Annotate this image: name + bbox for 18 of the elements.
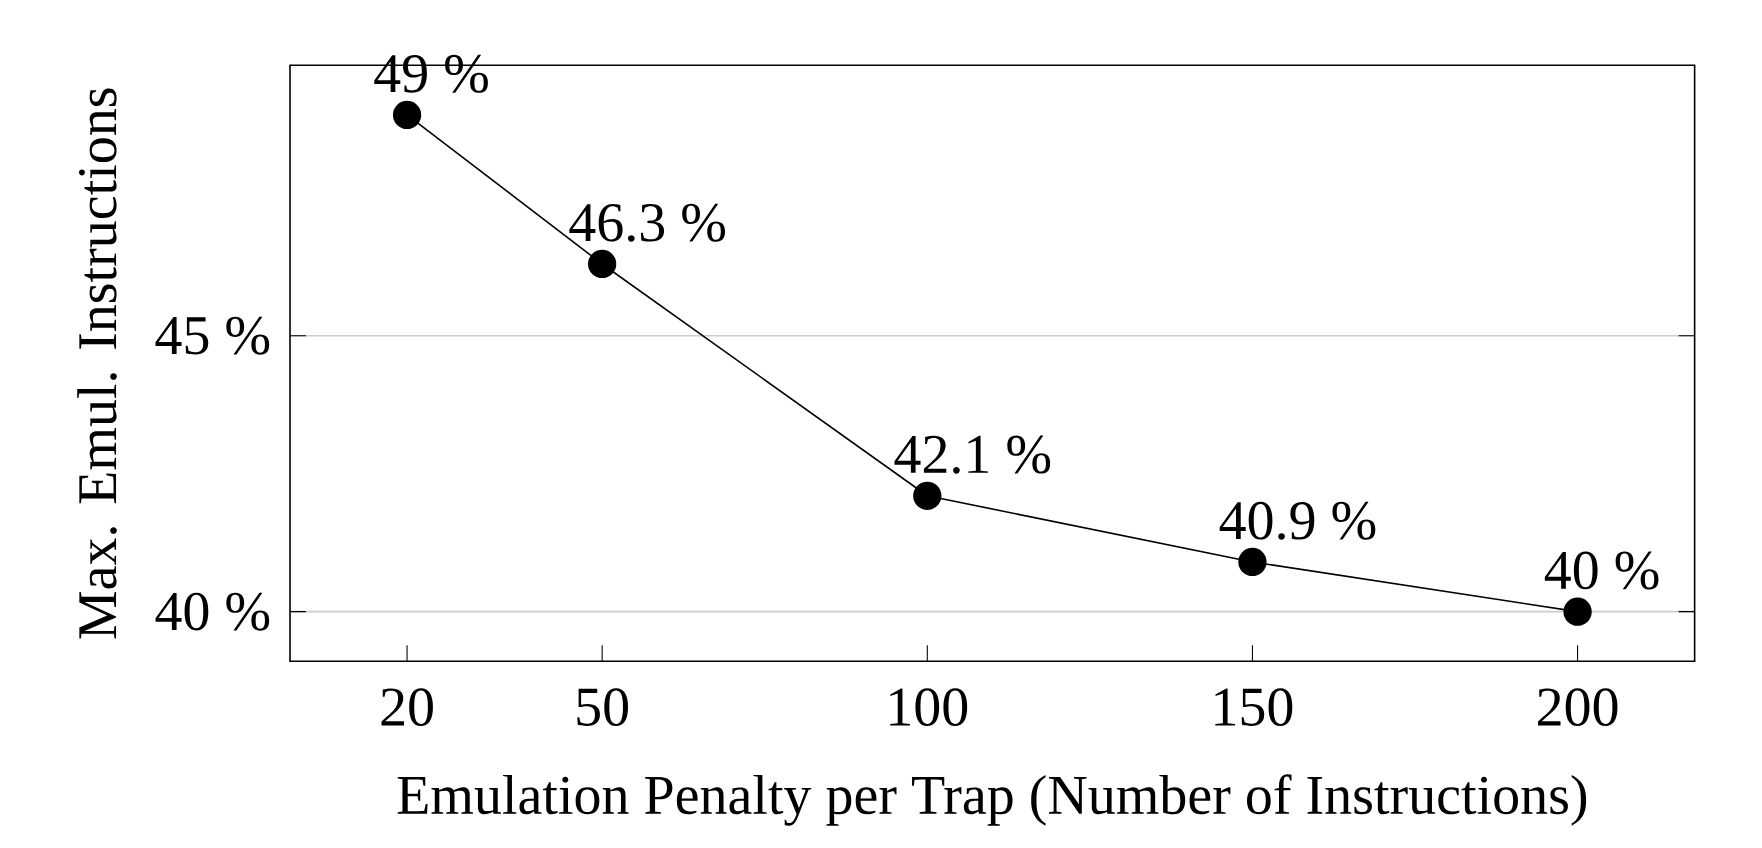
- x-axis-title: Emulation Penalty per Trap (Number of Instructions): [397, 774, 1587, 826]
- data-label: 49 %: [374, 54, 488, 93]
- point: [913, 481, 942, 510]
- data-label: 40.9 %: [1219, 501, 1376, 540]
- point: [392, 100, 422, 130]
- x-tick-label: 100: [890, 688, 968, 727]
- data-label: 40 %: [1544, 551, 1659, 590]
- point: [588, 249, 617, 279]
- y-axis-title: Max. Emul. Instructions: [77, 88, 117, 639]
- x-tick-label: 200: [1538, 688, 1618, 727]
- data-label: 46.3 %: [569, 203, 726, 242]
- x-tick-label: 150: [1215, 688, 1293, 727]
- point: [1238, 547, 1267, 577]
- x-tick-label: 20: [381, 688, 433, 727]
- data-label: 42.1 %: [894, 435, 1051, 474]
- y-tick-label: 45 %: [155, 316, 270, 355]
- x-tick-label: 50: [577, 688, 629, 727]
- point: [1563, 597, 1592, 626]
